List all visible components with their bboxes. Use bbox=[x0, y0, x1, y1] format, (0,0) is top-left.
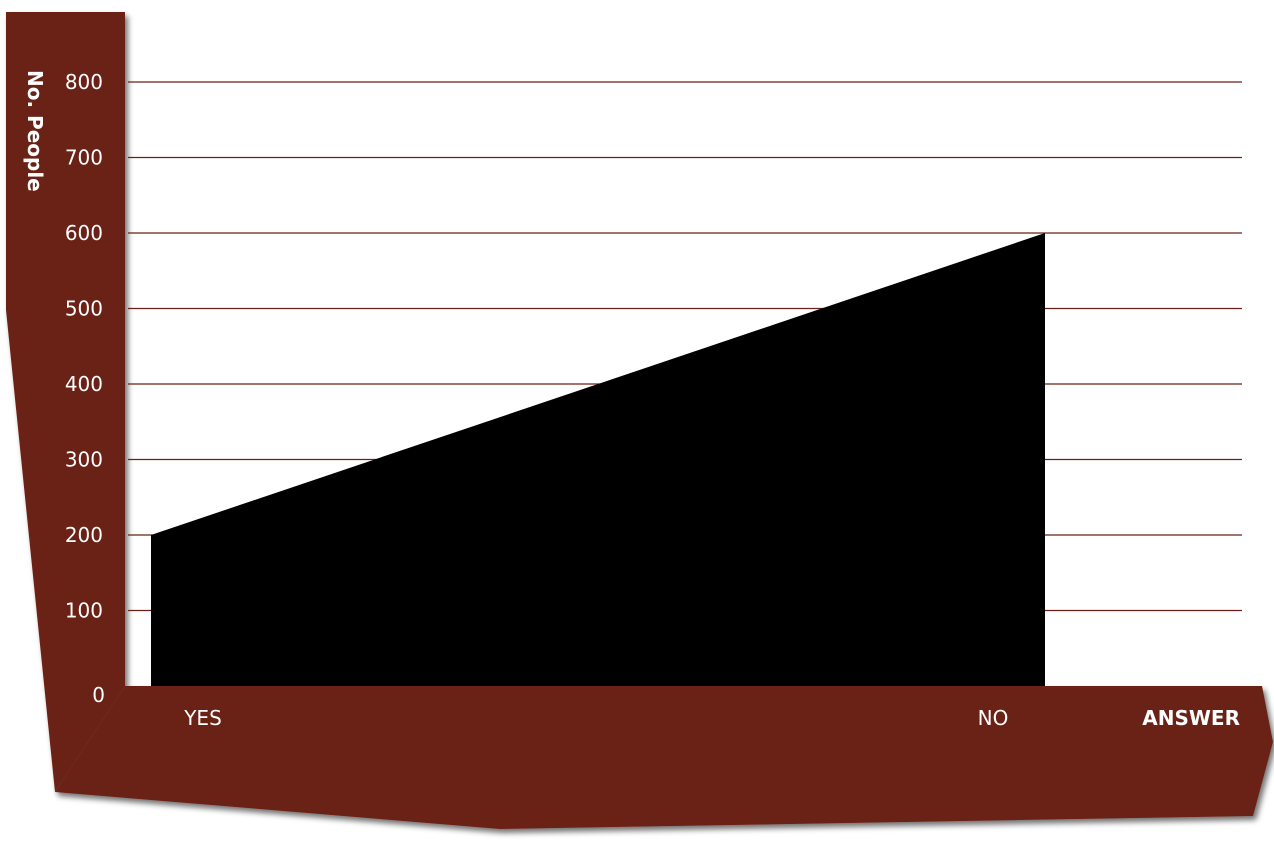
y-tick-label: 0 bbox=[92, 683, 105, 707]
chart-frame bbox=[6, 12, 1273, 829]
x-category-label: YES bbox=[183, 706, 222, 730]
y-tick-label: 500 bbox=[65, 297, 103, 321]
y-tick-label: 300 bbox=[65, 448, 103, 472]
y-tick-label: 200 bbox=[65, 523, 103, 547]
y-tick-label: 400 bbox=[65, 372, 103, 396]
y-tick-labels: 0 100 200 300 400 500 600 700 800 bbox=[65, 70, 105, 707]
x-category-labels: YES NO bbox=[183, 706, 1008, 730]
area-series bbox=[151, 233, 1045, 686]
floor bbox=[55, 686, 1273, 829]
y-axis-title: No. People bbox=[23, 70, 47, 192]
y-tick-label: 800 bbox=[65, 70, 103, 94]
x-category-label: NO bbox=[978, 706, 1009, 730]
series-layer bbox=[151, 233, 1045, 686]
x-axis-title: ANSWER bbox=[1142, 706, 1240, 730]
left-wall bbox=[6, 12, 125, 792]
y-tick-label: 700 bbox=[65, 146, 103, 170]
y-tick-label: 600 bbox=[65, 221, 103, 245]
y-tick-label: 100 bbox=[65, 599, 103, 623]
